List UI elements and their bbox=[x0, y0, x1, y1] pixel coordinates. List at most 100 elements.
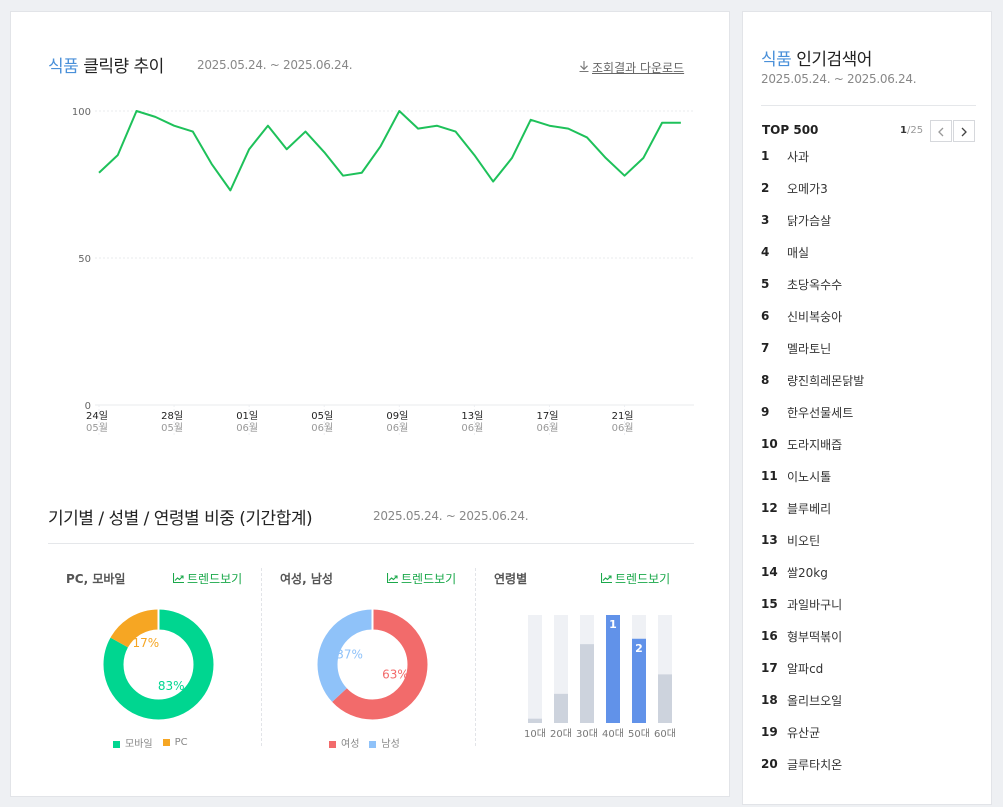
sidebar-title: 식품 인기검색어 bbox=[761, 45, 872, 70]
keyword-rank-item[interactable]: 1 사과 bbox=[761, 146, 809, 166]
ratio-period: 2025.05.24. ~ 2025.06.24. bbox=[373, 509, 529, 523]
rank-number: 19 bbox=[761, 725, 778, 739]
age-category-label: 20대 bbox=[550, 728, 572, 737]
age-bar-chart: 10대 20대 30대 1 40대 2 50대 60대 bbox=[524, 615, 676, 737]
age-bar bbox=[658, 674, 672, 723]
trend-title: 식품 클릭량 추이 bbox=[48, 52, 164, 77]
gender-trend-button[interactable]: 트렌드보기 bbox=[386, 570, 456, 587]
y-tick-label: 50 bbox=[78, 254, 91, 265]
prev-page-button[interactable] bbox=[930, 120, 952, 142]
column-divider bbox=[475, 568, 476, 746]
x-tick-month-label: 06월 bbox=[537, 422, 559, 434]
rank-number: 17 bbox=[761, 661, 778, 675]
bar-rank-label: 2 bbox=[635, 642, 643, 655]
age-bar bbox=[632, 638, 646, 723]
rank-number: 14 bbox=[761, 565, 778, 579]
click-trend-line-chart: 05010024일05월28일05월01일06월05일06월09일06월13일0… bbox=[72, 107, 694, 435]
rank-number: 12 bbox=[761, 501, 778, 515]
rank-keyword: 량진희레몬닭발 bbox=[787, 373, 865, 388]
keyword-rank-item[interactable]: 10 도라지배즙 bbox=[761, 434, 842, 454]
sidebar-divider bbox=[761, 105, 976, 106]
device-legend: 모바일 PC bbox=[113, 735, 188, 750]
gender-donut-chart: 63% 37% bbox=[317, 609, 428, 720]
rank-keyword: 블루베리 bbox=[787, 501, 832, 516]
keyword-rank-item[interactable]: 19 유산균 bbox=[761, 722, 820, 742]
keyword-rank-item[interactable]: 6 신비복숭아 bbox=[761, 306, 842, 326]
rank-number: 13 bbox=[761, 533, 778, 547]
keyword-rank-item[interactable]: 11 이노시톨 bbox=[761, 466, 831, 486]
keyword-rank-item[interactable]: 4 매실 bbox=[761, 242, 809, 262]
rank-number: 20 bbox=[761, 757, 778, 771]
rank-keyword: 사과 bbox=[787, 149, 810, 164]
legend-item-mobile: 모바일 bbox=[113, 735, 153, 750]
slice-value-label: 17% bbox=[132, 636, 159, 650]
section-divider bbox=[48, 543, 694, 544]
page-total: /25 bbox=[906, 125, 924, 136]
device-donut-chart: 83% 17% bbox=[103, 609, 214, 720]
rank-number: 8 bbox=[761, 373, 770, 387]
keyword-rank-item[interactable]: 3 닭가슴살 bbox=[761, 210, 831, 230]
top-label: TOP 500 bbox=[762, 123, 819, 137]
keyword-rank-item[interactable]: 8 량진희레몬닭발 bbox=[761, 370, 864, 390]
x-tick-month-label: 06월 bbox=[612, 422, 634, 434]
age-bar bbox=[580, 644, 594, 723]
legend-label: 여성 bbox=[341, 739, 360, 750]
rank-keyword: 과일바구니 bbox=[787, 597, 843, 612]
x-tick-month-label: 05월 bbox=[86, 422, 108, 434]
rank-keyword: 매실 bbox=[787, 245, 810, 260]
legend-label: 모바일 bbox=[125, 739, 153, 750]
age-ratio-title: 연령별 bbox=[494, 572, 528, 586]
column-divider bbox=[261, 568, 262, 746]
rank-keyword: 유산균 bbox=[787, 725, 821, 740]
age-category-label: 60대 bbox=[654, 728, 676, 737]
trend-title-category: 식품 bbox=[48, 57, 79, 77]
legend-item-pc: PC bbox=[162, 737, 188, 748]
x-tick-day-label: 21일 bbox=[612, 410, 634, 422]
keyword-rank-item[interactable]: 17 알파cd bbox=[761, 658, 823, 678]
age-trend-button[interactable]: 트렌드보기 bbox=[600, 570, 670, 587]
x-tick-day-label: 17일 bbox=[537, 410, 559, 422]
keyword-rank-item[interactable]: 16 형부떡볶이 bbox=[761, 626, 842, 646]
sidebar-title-text: 인기검색어 bbox=[796, 50, 872, 70]
download-icon bbox=[579, 61, 589, 75]
bar-rank-label: 1 bbox=[609, 618, 617, 631]
next-page-button[interactable] bbox=[953, 120, 975, 142]
keyword-rank-item[interactable]: 7 멜라토닌 bbox=[761, 338, 831, 358]
gender-ratio-title: 여성, 남성 bbox=[280, 572, 333, 586]
rank-keyword: 형부떡볶이 bbox=[787, 629, 843, 644]
device-trend-button[interactable]: 트렌드보기 bbox=[172, 570, 242, 587]
sidebar-title-category: 식품 bbox=[761, 50, 792, 70]
rank-number: 15 bbox=[761, 597, 778, 611]
rank-keyword: 오메가3 bbox=[787, 181, 828, 196]
keyword-rank-item[interactable]: 15 과일바구니 bbox=[761, 594, 842, 614]
rank-keyword: 쌀20kg bbox=[787, 565, 828, 580]
keyword-rank-item[interactable]: 2 오메가3 bbox=[761, 178, 828, 198]
rank-number: 5 bbox=[761, 277, 770, 291]
rank-keyword: 한우선물세트 bbox=[787, 405, 854, 420]
keyword-rank-item[interactable]: 18 올리브오일 bbox=[761, 690, 842, 710]
keyword-rank-item[interactable]: 20 글루타치온 bbox=[761, 754, 842, 774]
rank-number: 2 bbox=[761, 181, 770, 195]
sidebar-period: 2025.05.24. ~ 2025.06.24. bbox=[761, 72, 917, 86]
keyword-rank-item[interactable]: 13 비오틴 bbox=[761, 530, 820, 550]
rank-keyword: 닭가슴살 bbox=[787, 213, 832, 228]
x-tick-month-label: 05월 bbox=[161, 422, 183, 434]
trend-period: 2025.05.24. ~ 2025.06.24. bbox=[197, 58, 353, 72]
trend-title-text: 클릭량 추이 bbox=[83, 57, 164, 77]
download-label: 조회결과 다운로드 bbox=[592, 61, 685, 75]
x-tick-month-label: 06월 bbox=[461, 422, 483, 434]
keyword-rank-item[interactable]: 5 초당옥수수 bbox=[761, 274, 842, 294]
device-ratio-title: PC, 모바일 bbox=[66, 572, 126, 586]
keyword-rank-item[interactable]: 9 한우선물세트 bbox=[761, 402, 853, 422]
age-category-label: 10대 bbox=[524, 728, 546, 737]
rank-keyword: 올리브오일 bbox=[787, 693, 843, 708]
keyword-rank-item[interactable]: 14 쌀20kg bbox=[761, 562, 828, 582]
download-button[interactable]: 조회결과 다운로드 bbox=[579, 59, 684, 76]
rank-number: 16 bbox=[761, 629, 778, 643]
x-tick-day-label: 09일 bbox=[386, 410, 408, 422]
bar-track bbox=[528, 615, 542, 723]
rank-number: 6 bbox=[761, 309, 770, 323]
slice-value-label: 37% bbox=[336, 648, 363, 662]
keyword-rank-item[interactable]: 12 블루베리 bbox=[761, 498, 831, 518]
age-category-label: 50대 bbox=[628, 728, 650, 737]
